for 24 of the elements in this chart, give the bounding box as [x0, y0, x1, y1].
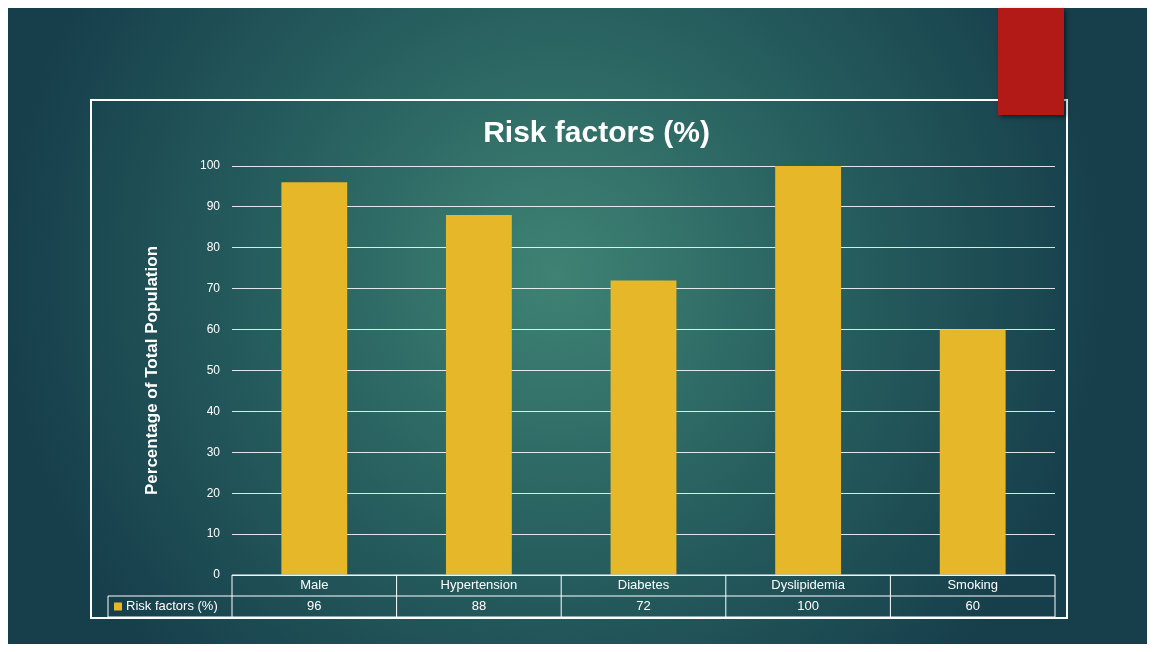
data-label: 60: [965, 598, 980, 614]
y-tick-label: 90: [206, 199, 221, 214]
y-tick-label: 100: [199, 158, 221, 173]
y-tick-label: 0: [213, 567, 221, 582]
y-tick-label: 40: [206, 403, 221, 418]
data-label: 96: [307, 598, 322, 614]
y-tick-label: 50: [206, 362, 221, 377]
x-tick-label: Dyslipidemia: [771, 577, 846, 593]
y-tick-label: 60: [206, 321, 221, 336]
chart-title: Risk factors (%): [483, 115, 710, 149]
y-tick-label: 20: [206, 485, 221, 500]
x-tick-label: Smoking: [947, 577, 998, 593]
y-tick-label: 70: [206, 281, 221, 296]
legend-label: Risk factors (%): [126, 598, 218, 614]
x-tick-label: Diabetes: [617, 577, 670, 593]
y-tick-label: 80: [206, 240, 221, 255]
y-tick-label: 30: [206, 444, 221, 459]
data-label: 88: [471, 598, 487, 614]
x-tick-label: Male: [300, 577, 329, 593]
data-label: 100: [797, 598, 819, 614]
y-axis-title: Percentage of Total Population: [141, 245, 161, 496]
x-tick-label: Hypertension: [440, 577, 518, 593]
data-label: 72: [636, 598, 651, 614]
y-tick-label: 10: [206, 526, 221, 541]
